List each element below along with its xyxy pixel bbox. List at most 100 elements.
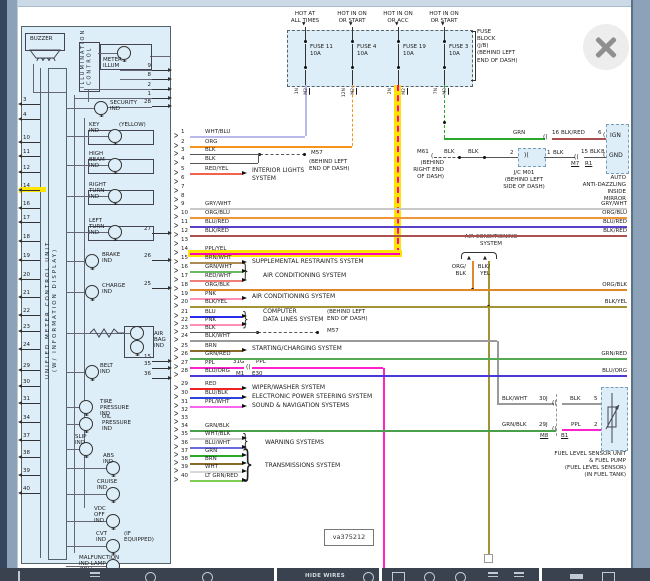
- wire-arrowhead-icon: [242, 296, 247, 300]
- junction-dot: [442, 40, 446, 43]
- pin-arrow-icon: [168, 286, 172, 290]
- wire-color-label: BLK/YEL: [205, 298, 228, 305]
- wire-color-label-right: BLU/RED: [603, 218, 627, 225]
- wire-line: [190, 163, 258, 164]
- wire-line: [190, 298, 242, 300]
- wire-arrowhead-icon: [242, 171, 247, 175]
- toolbar-adjust-icon[interactable]: [488, 572, 498, 579]
- toolbar-marker-icon[interactable]: [18, 571, 20, 581]
- wire-color-label: BLK: [205, 155, 216, 162]
- diagram-text: M2: [402, 88, 407, 95]
- pin-arrow-icon: [18, 455, 22, 459]
- toolbar-grid-icon[interactable]: [288, 572, 294, 581]
- wire-segment: [258, 155, 259, 163]
- toolbar-minimize-icon[interactable]: [570, 574, 583, 579]
- diagram-box: [484, 554, 493, 563]
- diagram-text: ((: [246, 364, 251, 371]
- diagram-text: TRANSMISSIONS SYSTEM: [265, 462, 341, 469]
- pin-number: 35: [144, 360, 151, 367]
- pin-stub: [22, 279, 40, 280]
- close-button[interactable]: [583, 24, 629, 70]
- toolbar-search-icon[interactable]: [202, 572, 213, 581]
- indicator-label: CRUISE IND: [97, 479, 118, 491]
- connector-chevron-icon: >: [174, 416, 179, 427]
- wire-color-label-right: ORG/BLU: [602, 209, 627, 216]
- toolbar-fit-screen-icon[interactable]: [392, 572, 405, 581]
- wire-color-label-right: GRY/WHT: [601, 200, 627, 207]
- diagram-text: WARNING SYSTEMS: [265, 439, 324, 446]
- diagram-text: FUSE 19 10A: [403, 44, 426, 58]
- pin-stub: [22, 119, 40, 120]
- toolbar-menu-icon[interactable]: [90, 572, 100, 579]
- connector-chevron-icon: >: [174, 318, 179, 329]
- diagram-text: BLK/WHT: [502, 396, 528, 402]
- toolbar-shape-icon[interactable]: [145, 572, 156, 581]
- connector-chevron-icon: >: [174, 274, 179, 285]
- pin-arrow-icon: [18, 438, 22, 442]
- pin-arrow-icon: [18, 117, 22, 121]
- pin-stub: [22, 386, 40, 387]
- diagram-text: BLK/ YEL: [477, 264, 490, 278]
- toolbar-zoom-out-icon[interactable]: [455, 572, 466, 581]
- pin-arrow-icon: [168, 77, 172, 81]
- hide-wires-button[interactable]: HIDE WIRES: [305, 573, 345, 579]
- bulb-icon: [85, 254, 99, 268]
- indicator-frame: [100, 44, 152, 70]
- connector-chevron-icon: >: [174, 167, 179, 178]
- diagram-text: E30: [252, 371, 263, 377]
- toolbar-zoom-in-icon[interactable]: [424, 572, 435, 581]
- wire-segment: [398, 27, 399, 41]
- wire-color-label: PPL/WHT: [205, 398, 230, 405]
- pin-stub: [22, 349, 40, 350]
- wire-segment: [444, 138, 545, 140]
- pin-stub: [152, 288, 169, 289]
- indicator-label: BELT IND: [100, 363, 113, 375]
- indicator-label-extra: (IF EQUIPPED): [124, 531, 154, 543]
- pin-arrow-icon: [18, 170, 22, 174]
- diagram-text: HOT IN ON OR ACC: [383, 11, 413, 25]
- indicator-wire: [66, 165, 108, 166]
- indicator-wire: [66, 546, 106, 547]
- indicator-label: CVT IND: [96, 531, 107, 543]
- window-right-frame[interactable]: [631, 0, 650, 581]
- pin-arrow-icon: [18, 384, 22, 388]
- wire-color-label-right: BLU/ORG: [602, 367, 627, 374]
- bulb-icon: [108, 158, 122, 172]
- pin-stub: [152, 89, 169, 90]
- pin-stub: [22, 241, 40, 242]
- indicator-label: LEFT TURN IND: [89, 218, 105, 236]
- wire-arrowhead-icon: [242, 395, 247, 399]
- junction-dot: [442, 66, 446, 69]
- pin-number: 36: [181, 440, 188, 446]
- wire-segment: [556, 394, 557, 436]
- toolbar-refresh-icon[interactable]: [363, 572, 374, 581]
- pin-arrow-icon: [168, 258, 172, 262]
- pin-stub: [152, 368, 169, 369]
- bulb-icon: [108, 189, 122, 203]
- wire-segment: [471, 31, 476, 81]
- diagram-text: 30J: [539, 396, 548, 402]
- connector-chevron-icon: >: [174, 148, 179, 159]
- toolbar-window-icon[interactable]: [602, 572, 615, 581]
- pin-stub: [22, 403, 40, 404]
- diagram-text: INTERIOR LIGHTS SYSTEM: [252, 167, 305, 182]
- wire-segment: [398, 44, 399, 68]
- diagram-text: FUSE 3 10A: [449, 44, 469, 58]
- pin-arrow-icon: [168, 359, 172, 363]
- pin-number: 30: [181, 390, 188, 396]
- wire-segment: [396, 85, 399, 254]
- toolbar-scroll-icon[interactable]: [514, 572, 524, 579]
- pin-number: 37: [181, 448, 188, 454]
- wire-color-label: PPL/YEL: [205, 245, 227, 252]
- diagram-text: BLK: [444, 149, 455, 155]
- indicator-wire: [66, 261, 85, 262]
- bulb-icon: [106, 514, 120, 528]
- wire-color-label: BRN/WHT: [205, 254, 232, 261]
- connector-chevron-icon: >: [174, 265, 179, 276]
- diagram-text: ((: [574, 154, 579, 161]
- wire-segment: [150, 56, 170, 57]
- diagram-text: M2: [351, 88, 356, 95]
- bulb-icon: [94, 101, 108, 115]
- diagram-text: B1: [561, 433, 569, 439]
- pin-stub: [22, 422, 40, 423]
